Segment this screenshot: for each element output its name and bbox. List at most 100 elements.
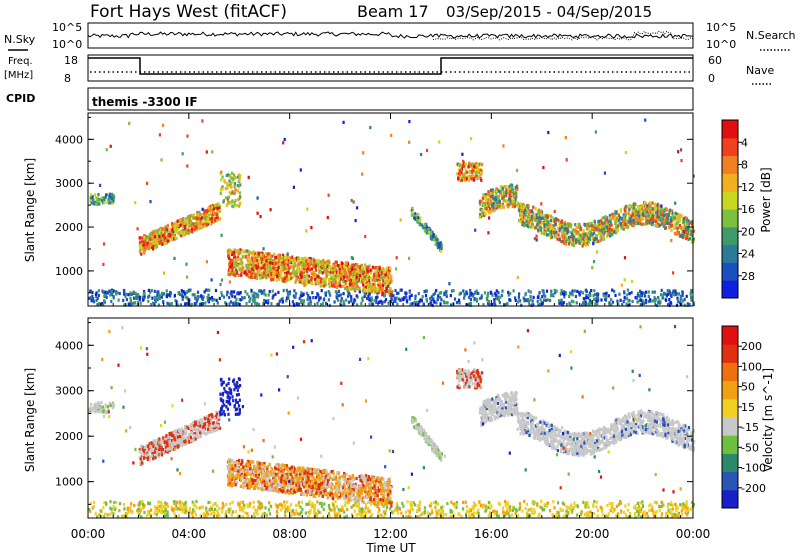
data-cell [203,222,206,226]
data-cell [451,510,454,514]
data-cell [550,294,553,298]
data-cell [564,227,567,231]
data-cell [175,225,178,229]
data-cell [306,276,309,280]
data-cell [519,220,522,224]
data-cell [195,302,198,306]
data-cell [198,217,201,221]
data-cell [150,242,153,247]
data-cell [529,209,532,214]
data-cell [390,290,393,294]
data-cell [562,239,565,244]
data-cell [678,301,682,305]
data-cell [192,213,195,217]
data-cell [280,271,283,275]
data-cell [599,225,602,229]
data-cell [281,261,284,265]
data-cell [342,275,345,280]
data-cell [498,201,501,205]
data-cell [580,303,583,307]
data-cell [600,229,603,233]
data-cell [283,273,286,277]
data-cell [509,508,512,512]
data-cell [260,256,263,260]
data-cell [268,272,271,277]
data-cell [531,210,534,214]
data-cell [602,294,605,298]
data-cell [163,271,166,275]
data-cell [210,296,214,300]
data-cell [324,291,327,295]
data-cell [346,289,349,293]
data-cell [255,261,259,266]
data-cell [325,261,328,265]
data-cell [592,225,596,229]
data-cell [341,262,344,266]
data-cell [356,277,359,282]
data-cell [597,298,600,302]
data-cell [608,301,611,305]
data-cell [618,292,621,296]
data-cell [166,293,169,297]
data-cell [248,504,252,508]
data-cell [478,202,482,206]
data-cell [538,225,541,229]
data-cell [295,275,298,279]
data-cell [368,284,372,288]
data-cell [253,294,256,299]
data-cell [215,213,219,217]
data-cell [335,291,338,295]
data-cell [239,298,242,302]
data-cell [528,222,531,226]
data-cell [396,302,399,306]
colorbar-swatch [722,280,738,299]
data-cell [335,285,338,289]
data-cell [430,299,433,303]
data-cell [175,228,178,232]
data-cell [282,268,285,272]
data-cell [322,264,325,268]
colorbar-tick-label: 4 [741,136,748,149]
data-cell [665,208,668,212]
data-cell [532,295,535,299]
data-cell [224,196,228,200]
data-cell [143,234,146,238]
data-cell [578,292,581,296]
data-cell [638,219,641,223]
data-cell [582,500,585,504]
data-cell [617,218,621,223]
data-cell [651,218,655,222]
data-cell [640,291,643,295]
data-cell [98,202,101,206]
data-cell [322,258,325,263]
data-cell [563,233,566,237]
data-cell [145,247,148,251]
data-cell [611,216,614,220]
data-cell [682,235,685,239]
data-cell [543,223,546,227]
date-range: 03/Sep/2015 - 04/Sep/2015 [446,3,652,21]
data-cell [644,217,647,221]
data-cell [138,507,141,511]
data-cell [617,222,620,226]
data-cell [211,298,214,302]
data-cell [426,229,429,233]
data-cell [266,273,269,277]
data-cell [347,291,350,295]
data-cell [570,292,573,296]
data-cell [503,511,506,515]
data-cell [499,190,502,194]
data-cell [349,282,352,287]
data-cell [123,290,126,294]
data-cell [561,231,564,235]
data-cell [171,231,174,235]
data-cell [353,298,356,302]
data-cell [660,215,663,219]
data-cell [185,219,188,223]
data-cell [646,204,649,208]
nsearch-series [432,30,694,41]
data-cell [464,171,467,175]
data-cell [489,192,492,196]
data-cell [554,222,557,226]
